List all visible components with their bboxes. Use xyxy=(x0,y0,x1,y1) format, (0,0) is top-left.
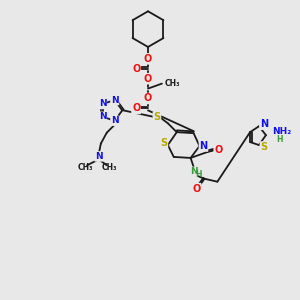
Text: O: O xyxy=(132,103,140,113)
Text: CH₃: CH₃ xyxy=(165,79,180,88)
Text: N: N xyxy=(260,119,268,129)
Text: O: O xyxy=(144,54,152,64)
Text: N: N xyxy=(190,167,197,176)
Text: O: O xyxy=(214,145,223,155)
Text: O: O xyxy=(144,74,152,84)
Text: S: S xyxy=(160,138,167,148)
Text: CH₃: CH₃ xyxy=(77,163,93,172)
Text: O: O xyxy=(132,64,140,74)
Text: S: S xyxy=(260,142,268,152)
Text: O: O xyxy=(144,94,152,103)
Text: N: N xyxy=(200,141,208,151)
Text: H: H xyxy=(276,135,282,144)
Text: NH₂: NH₂ xyxy=(272,127,291,136)
Text: O: O xyxy=(192,184,201,194)
Text: N: N xyxy=(111,116,118,125)
Text: N: N xyxy=(99,112,106,121)
Text: S: S xyxy=(153,112,161,122)
Text: N: N xyxy=(95,152,103,161)
Text: CH₃: CH₃ xyxy=(102,163,118,172)
Text: N: N xyxy=(99,100,106,109)
Text: N: N xyxy=(111,95,118,104)
Text: H: H xyxy=(195,170,202,179)
